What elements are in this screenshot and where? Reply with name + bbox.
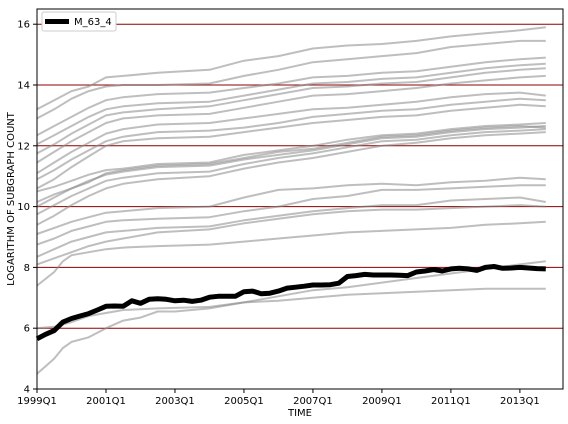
background-series-line-6 [36,91,546,175]
background-series-line-17 [36,204,546,266]
x-tick-label-1: 2001Q1 [86,396,126,407]
background-series-line-20 [36,287,546,375]
background-series-line-11 [36,128,546,216]
background-series-line-18 [36,220,546,287]
background-series-line-3 [36,62,546,146]
background-series-line-8 [36,97,546,181]
background-series-line-4 [36,67,546,155]
background-series-line-5 [36,74,546,164]
background-series-line-19 [36,260,546,330]
background-series-line-13 [36,125,546,208]
x-axis-ticks: 1999Q1 2001Q1 2003Q1 2005Q1 2007Q1 2009Q1 2011… [17,389,540,407]
background-series-line-2 [36,56,546,137]
y-axis-ticks: 4 6 8 10 12 14 16 [17,20,37,396]
background-series-line-16 [36,196,546,258]
background-series-line-0 [36,26,546,111]
background-series-line-15 [36,184,546,246]
background-series-line-10 [36,125,546,203]
legend-box [41,11,117,32]
x-tick-label-3: 2005Q1 [224,396,264,407]
plot-frame [36,8,564,390]
background-series-group [36,26,546,375]
x-tick-label-2: 2003Q1 [155,396,195,407]
background-series-line-14 [36,176,546,235]
y-tick-label-10: 10 [17,202,30,213]
legend-label-M_63_4: M_63_4 [74,17,112,28]
y-tick-label-4: 4 [24,385,30,396]
y-tick-label-16: 16 [17,20,30,31]
legend: M_63_4 [41,11,117,32]
x-tick-label-4: 2007Q1 [293,396,333,407]
highlight-series-group [35,264,546,342]
x-axis-title: TIME [287,408,312,419]
x-tick-label-5: 2009Q1 [362,396,402,407]
x-tick-label-0: 1999Q1 [17,396,57,407]
background-series-line-1 [36,39,546,120]
y-tick-label-6: 6 [24,324,30,335]
background-series-line-7 [36,103,546,190]
x-tick-label-6: 2011Q1 [431,396,471,407]
y-tick-label-14: 14 [17,81,30,92]
background-series-line-9 [36,122,546,193]
background-series-line-12 [36,131,546,226]
y-tick-label-12: 12 [17,141,30,152]
highlight-series-line [35,264,546,342]
y-tick-label-8: 8 [24,263,30,274]
x-tick-label-7: 2013Q1 [500,396,540,407]
y-axis-title: LOGARITHM OF SUBGRAPH COUNT [6,111,17,286]
